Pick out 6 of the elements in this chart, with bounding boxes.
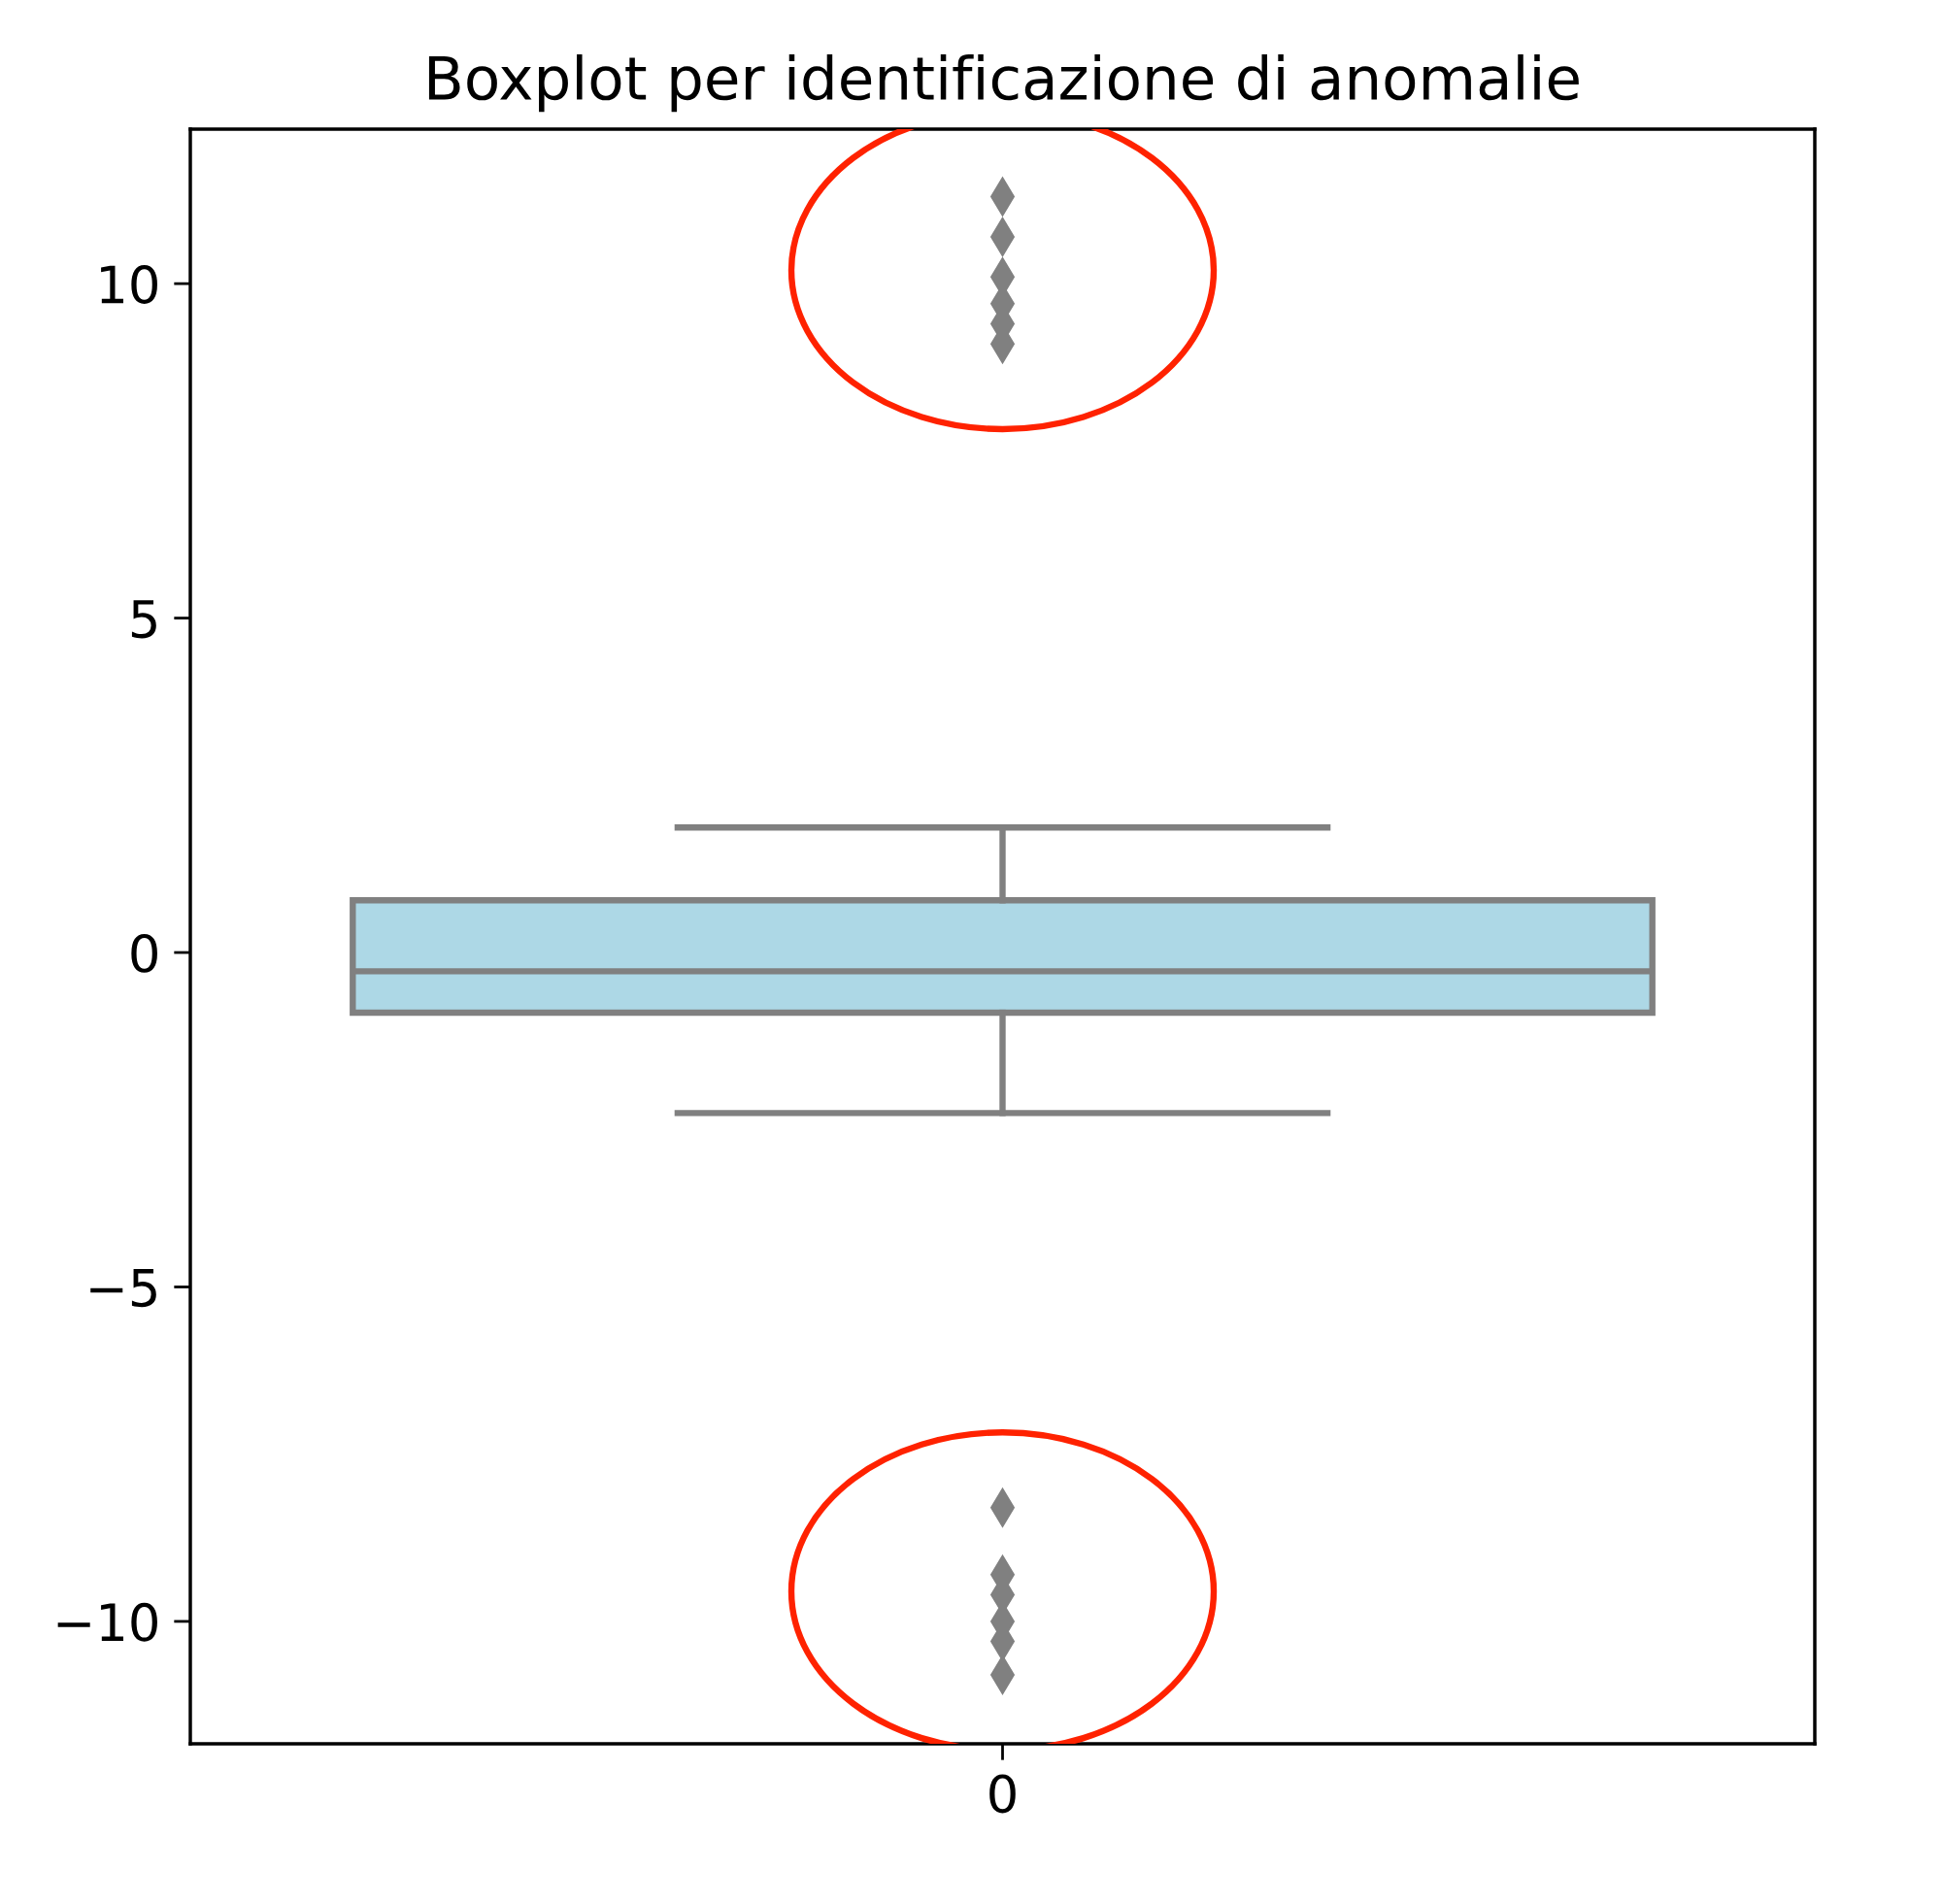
y-tick-label: 5 [131,600,156,639]
y-tick-label: −10 [57,1602,157,1642]
chart-title: Boxplot per identificazione di anomalie [428,54,1579,113]
y-tick-label: 10 [101,265,157,304]
y-tick-label: −5 [90,1269,156,1308]
y-tick-label: 0 [131,933,157,973]
